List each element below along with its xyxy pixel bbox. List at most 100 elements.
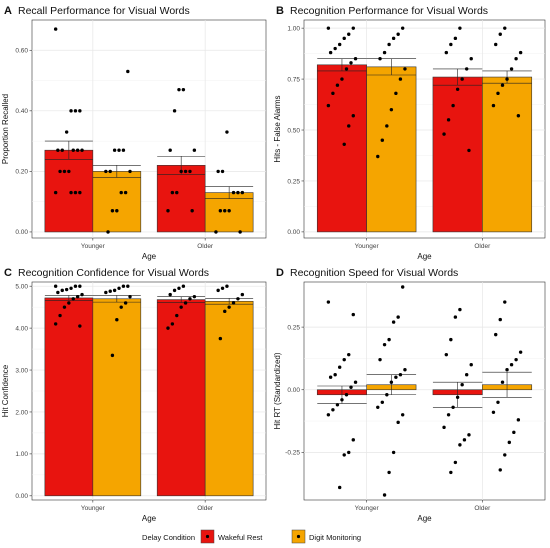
panel-d-point: [337, 365, 342, 369]
panel-c-letter: C: [4, 267, 12, 279]
panel-d-point: [455, 395, 460, 399]
panel-c-bar-older-wakeful-rest: [156, 299, 206, 497]
panel-c: Younger Older 0.00 1.00 2.00 3.00 4.00 5.00C Rec…: [1, 267, 267, 523]
panel-a-errorbar-younger-1: [92, 165, 141, 178]
panel-b-letter: B: [276, 5, 284, 17]
panel-c-ytick-label: 2.00: [15, 409, 28, 416]
panel-a-point: [181, 87, 186, 92]
panel-c-point: [110, 353, 115, 358]
panel-c-point: [75, 294, 80, 299]
panel-b-ytick-label: 0.00: [287, 229, 300, 236]
panel-a-point: [110, 209, 115, 213]
panel-b-point: [351, 114, 355, 118]
panel-d-point: [496, 400, 500, 404]
panel-d-point: [353, 380, 358, 384]
panel-b-point: [335, 83, 340, 87]
panel-c-point: [78, 324, 82, 328]
panel-b-point: [503, 26, 507, 30]
panel-d-point: [494, 332, 498, 337]
panel-c-point: [236, 297, 240, 301]
panel-a-letter: A: [4, 5, 12, 17]
panel-d-point: [460, 383, 464, 387]
panel-d-point: [376, 405, 380, 409]
panel-b-point: [514, 57, 518, 61]
panel-b-point: [464, 67, 469, 71]
panel-a-xtick-label: Older: [197, 243, 214, 250]
panel-d-point: [347, 450, 351, 455]
panel-d-point: [391, 320, 396, 324]
panel-b-point: [509, 67, 514, 71]
panel-b-point: [518, 50, 523, 55]
panel-d-point: [498, 468, 502, 472]
panel-b-point: [444, 50, 449, 55]
panel-a-point: [62, 169, 67, 174]
panel-d-point: [398, 373, 403, 377]
panel-b-point: [342, 142, 346, 146]
panel-a-point: [58, 169, 62, 174]
panel-c-errorbar-younger-0: [44, 295, 93, 301]
panel-a-point: [69, 109, 73, 113]
panel-c-point: [60, 288, 64, 293]
panel-c-point: [216, 288, 220, 293]
panel-a-errorbar-older-1: [205, 186, 254, 199]
panel-d-point: [449, 337, 453, 342]
panel-c-point: [53, 284, 58, 288]
panel-b-errorbar-younger-0: [317, 58, 367, 72]
panel-d-point: [342, 453, 346, 457]
panel-a-point: [227, 209, 231, 213]
panel-b-ytick-label: 0.25: [287, 178, 300, 185]
panel-c-errorbar-older-0: [157, 296, 206, 303]
panel-d-point: [505, 368, 509, 372]
panel-c-ytick-label: 3.00: [15, 367, 28, 374]
panel-d-point: [444, 352, 449, 357]
panel-d-ytick-label: 0.00: [287, 387, 300, 394]
panel-b-point: [469, 57, 473, 61]
panel-d-point: [507, 440, 512, 445]
panel-b-ytick-label: 0.50: [287, 127, 300, 134]
panel-a-point: [190, 209, 194, 213]
panel-b-point: [353, 57, 358, 61]
panel-a-point: [175, 190, 179, 195]
panel-a-point: [236, 190, 240, 195]
panel-c-xtick-label: Younger: [81, 505, 106, 512]
panel-d-point: [396, 420, 400, 425]
panel-c-point: [53, 322, 58, 326]
panel-a-point: [56, 148, 60, 152]
panel-c-point: [121, 284, 126, 288]
panel-d-point: [453, 460, 458, 465]
panel-d-point: [349, 385, 353, 389]
panel-c-point: [218, 336, 223, 341]
panel-a-point: [238, 230, 242, 234]
panel-b-bar-younger-digit-monitoring: [366, 66, 417, 233]
panel-c-point: [123, 301, 128, 305]
panel-a-point: [225, 130, 229, 134]
panel-b-point: [337, 42, 342, 47]
panel-c-point: [115, 318, 119, 322]
panel-b-point: [494, 42, 498, 47]
panel-a-point: [177, 87, 181, 92]
panel-c-point: [192, 294, 197, 299]
panel-c-bar-younger-digit-monitoring: [92, 298, 142, 497]
panel-b-point: [347, 32, 351, 36]
panel-d-point: [400, 285, 405, 289]
panel-b-point: [467, 148, 471, 153]
panel-a: Younger Older 0.00 0.20 0.40 0.60 A Recall Perf…: [1, 5, 267, 261]
panel-d-point: [403, 368, 407, 372]
panel-d-point: [326, 413, 331, 417]
panel-b-xtick-label: Younger: [355, 243, 380, 250]
panel-a-title: Recall Performance for Visual Words: [18, 5, 190, 17]
panel-c-point: [166, 326, 170, 330]
panel-d-point: [464, 373, 469, 377]
panel-a-point: [64, 130, 69, 134]
panel-b-bar-older-wakeful-rest: [432, 76, 483, 233]
panel-c-point: [58, 313, 62, 318]
panel-d-point: [331, 408, 335, 412]
panel-d-point: [503, 300, 507, 304]
panel-c-ytick-label: 5.00: [15, 283, 28, 290]
panel-d-point: [394, 375, 398, 379]
panel-d-errorbar-older-0: [432, 381, 483, 408]
legend: Delay Condition Wakeful Rest Digit Monit…: [142, 529, 361, 544]
panel-d-point: [385, 393, 389, 397]
panel-a-ytick-label: 0.60: [15, 48, 28, 55]
